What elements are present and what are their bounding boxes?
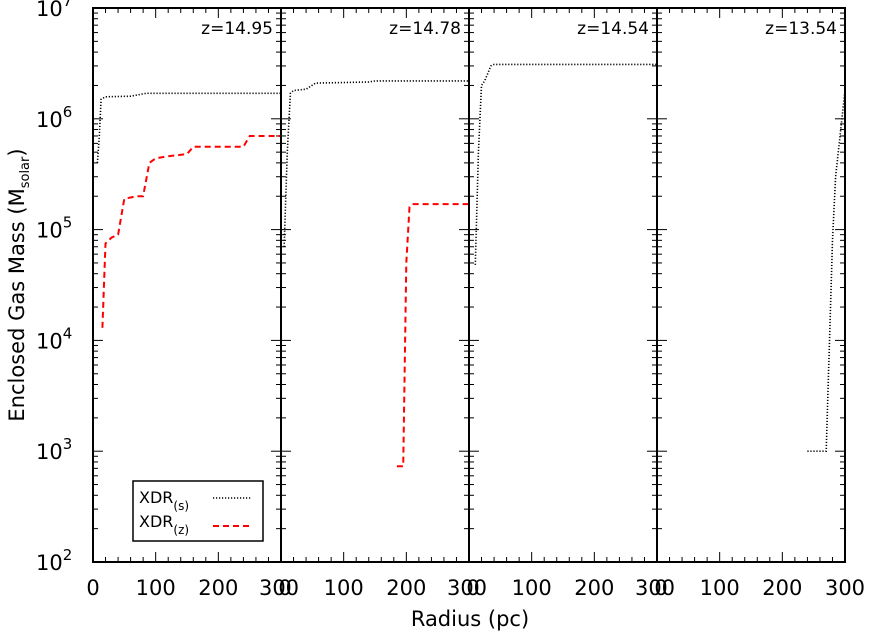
- x-tick-label: 0: [466, 576, 479, 600]
- panel-3: 0 100 200 300 z=14.54: [466, 7, 675, 600]
- legend-box: [132, 480, 264, 542]
- y-axis-title: Enclosed Gas Mass (Msolar): [5, 148, 33, 421]
- x-tick-label: 200: [386, 576, 426, 600]
- x-tick-label: 200: [574, 576, 614, 600]
- panels-layer: 0 100 200 300 z=14.95 0 100 200 300 z=14.78 0 100 20…: [36, 0, 865, 600]
- y-tick-label: 103: [36, 435, 72, 464]
- x-axis-title: Radius (pc): [411, 607, 529, 631]
- x-tick-label: 300: [259, 576, 299, 600]
- legend: XDR(s)XDR(z): [132, 480, 264, 542]
- series-line-xdr-z: [396, 203, 469, 468]
- y-tick-label: 106: [36, 103, 72, 132]
- y-tick-label: 105: [36, 214, 72, 243]
- x-tick-label: 200: [762, 576, 802, 600]
- panel-redshift-label: z=13.54: [765, 19, 837, 39]
- panel-4: 0 100 200 300 z=13.54: [654, 7, 865, 600]
- panel-frame: [468, 7, 658, 563]
- x-tick-label: 0: [278, 576, 291, 600]
- y-axis-title-close: ): [5, 148, 29, 156]
- panel-redshift-label: z=14.54: [577, 19, 649, 39]
- y-tick-label: 107: [36, 0, 72, 21]
- series-line-xdr-s: [474, 63, 657, 265]
- x-tick-label: 100: [136, 576, 176, 600]
- panel-frame: [656, 7, 846, 563]
- panel-redshift-label: z=14.95: [201, 19, 273, 39]
- y-axis-title-subscript: solar: [18, 156, 33, 188]
- y-axis-title-text: Enclosed Gas Mass (M: [5, 188, 29, 421]
- legend-entry-label: XDR(z): [139, 512, 189, 537]
- y-tick-label: 104: [36, 324, 72, 353]
- panel-frame: [280, 7, 470, 563]
- x-tick-label: 200: [198, 576, 238, 600]
- x-tick-label: 100: [324, 576, 364, 600]
- panel-2: 0 100 200 300 z=14.78: [278, 7, 487, 600]
- panel-redshift-label: z=14.78: [389, 19, 461, 39]
- x-tick-label: 300: [447, 576, 487, 600]
- series-line-xdr-s: [807, 90, 845, 453]
- x-tick-label: 100: [512, 576, 552, 600]
- x-tick-label: 0: [86, 576, 99, 600]
- svg-text:Enclosed Gas Mass (Msolar): Enclosed Gas Mass (Msolar): [5, 148, 33, 421]
- series-line-xdr-s: [283, 80, 469, 247]
- x-tick-label: 300: [825, 576, 865, 600]
- x-tick-label: 100: [700, 576, 740, 600]
- y-tick-label: 102: [36, 546, 72, 575]
- panel-frame: [92, 7, 282, 563]
- x-tick-label: 0: [654, 576, 667, 600]
- legend-entry-label: XDR(s): [139, 488, 189, 513]
- series-line-xdr-z: [101, 135, 281, 328]
- x-tick-label: 300: [635, 576, 675, 600]
